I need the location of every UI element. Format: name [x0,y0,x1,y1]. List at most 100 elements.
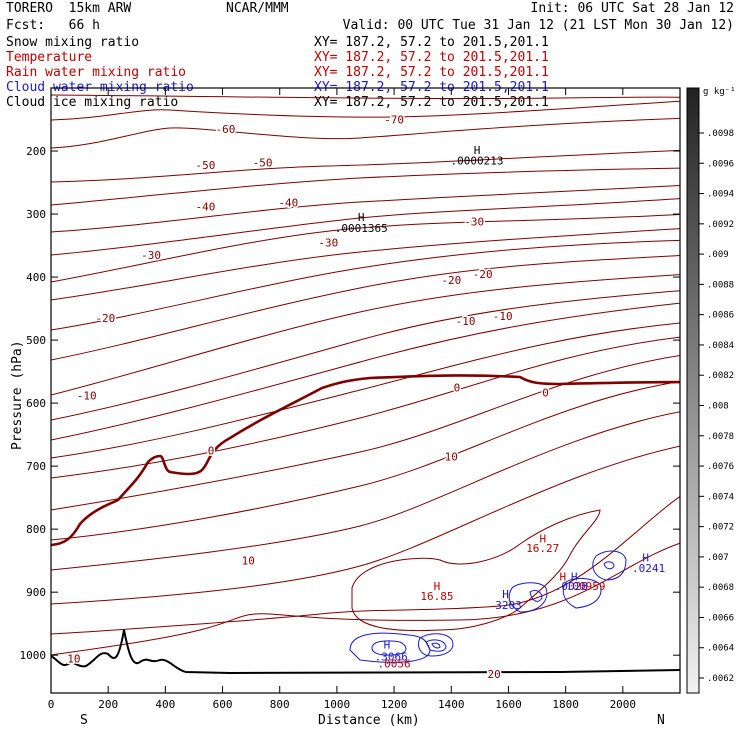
temperature-contour-label: -30 [318,236,338,249]
isotherm [51,355,680,511]
y-tick-label: 300 [26,208,46,221]
colorbar-tick-label: .0096 [707,159,734,169]
isotherm [51,198,680,256]
isotherm [51,322,680,459]
cloud-water-contour [508,582,548,613]
isotherm [51,117,680,149]
extremum-label: H [434,580,441,593]
isotherm [51,290,680,421]
colorbar-tick-label: .0092 [707,220,734,230]
isotherm [51,239,680,331]
temperature-contour-label: -10 [493,310,513,323]
x-axis: 0 200 400 600 800 1000 1200 1400 1600 1800 2000 [48,88,636,711]
x-tick-label: 800 [270,698,290,711]
temperature-contour-label: 10 [67,652,80,665]
y-tick-label: 400 [26,271,46,284]
temperature-contour-label: 20 [488,668,501,681]
colorbar-tick-label: .0094 [707,190,734,200]
y-tick-label: 700 [26,460,46,473]
temperature-contours [51,94,680,656]
colorbar-tick-label: .0072 [707,523,734,533]
colorbar-tick-label: .0066 [707,613,734,623]
extremum-label: H [502,588,509,601]
temperature-contour-label: -40 [195,200,215,213]
colorbar-tick-label: .0078 [707,432,734,442]
extremum-label: 16.27 [526,542,559,555]
temperature-contour-label: -40 [278,197,298,210]
x-tick-label: 0 [48,698,55,711]
colorbar-tick-label: .0076 [707,462,734,472]
isotherm [51,167,680,206]
temperature-contour-label: 0 [208,444,215,457]
extremum-label: .0028 [555,580,588,593]
temperature-contour-label: 10 [242,555,255,568]
extremum-label: H [559,570,566,583]
colorbar-tick-label: .0084 [707,341,734,351]
extremum-label: H [474,144,481,157]
plot-area [51,94,680,675]
cloud-water-contour [371,640,407,656]
y-tick-label: 500 [26,334,46,347]
colorbar-tick-label: .009 [707,250,729,260]
x-tick-label: 2000 [610,698,637,711]
extremum-label: 16.85 [420,590,453,603]
isotherm [51,274,680,396]
extremum-label: .3066 [375,650,408,663]
colorbar-tick-label: .0082 [707,371,734,381]
zero-degree-isotherm [51,374,680,547]
temperature-contour-label: -10 [77,390,97,403]
cloud-water-contour [592,550,627,581]
colorbar-tick-label: .007 [707,553,729,563]
temperature-contour-label: -50 [253,156,273,169]
cloud-water-contour [603,561,615,570]
colorbar-tick-label: .0088 [707,280,734,290]
y-tick-label: 800 [26,523,46,536]
extremum-label: H [358,211,365,224]
cloud-water-contour [349,632,431,663]
colorbar-tick-label: .0064 [707,644,734,654]
temperature-contour-label: 10 [445,451,458,464]
isotherm [51,542,680,656]
extremum-label: .0056 [378,657,411,670]
temperature-contour-label: -30 [464,216,484,229]
x-tick-label: 1400 [438,698,465,711]
cloud-water-contour [418,633,454,657]
extremum-label: .00959 [566,580,606,593]
temperature-contour-label: -20 [441,274,461,287]
isotherm [51,149,680,183]
cloud-water-contour [425,639,447,652]
extremum-label: H [642,552,649,565]
extremum-label: 3203 [495,599,522,612]
isotherm [51,302,680,441]
contour-labels: -70 -60 -50 -50 -40 -40 -30 -30 -30 -20 -20 -20 -10 -… [66,112,665,683]
x-tick-label: 600 [213,698,233,711]
x-tick-label: 400 [155,698,175,711]
temperature-contour-label: -20 [473,268,493,281]
colorbar-tick-label: .008 [707,402,729,412]
x-tick-label: 1600 [495,698,522,711]
extremum-label: .0241 [632,562,665,575]
rain-contour [351,509,601,632]
x-tick-label: 1200 [381,698,408,711]
extremum-label: H [539,533,546,546]
temperature-contour-label: -70 [384,114,404,127]
cloud-water-contour [529,589,543,602]
x-tick-label: 1800 [552,698,579,711]
colorbar-tick-label: .0086 [707,311,734,321]
temperature-contour-label: -10 [456,315,476,328]
extremum-label: .0001365 [335,222,388,235]
y-tick-label: 600 [26,397,46,410]
colorbar-tick-label: .0074 [707,492,734,502]
temperature-contour-label: -60 [215,123,235,136]
isotherm [51,495,680,635]
isotherm [51,214,680,283]
extremum-label: H [571,570,578,583]
isotherm [51,94,680,100]
temperature-contour-label: -50 [195,159,215,172]
colorbar-tick-label: .0098 [707,129,734,139]
temperature-contour-label: 0 [454,381,461,394]
colorbar-tick-label: .0062 [707,674,734,684]
isotherm [51,445,680,605]
